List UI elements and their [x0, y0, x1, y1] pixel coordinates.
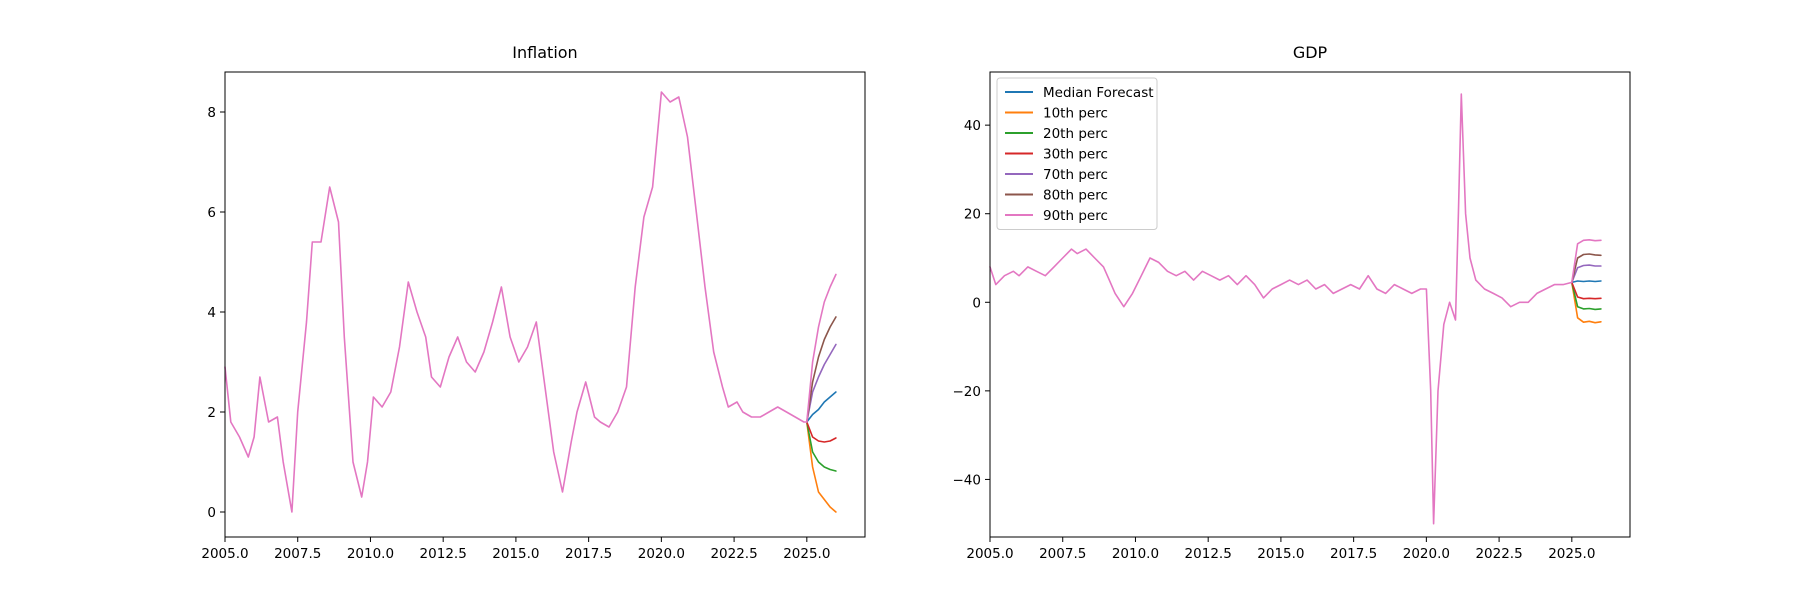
- gdp-x-tick-label: 2005.0: [966, 546, 1013, 562]
- inflation-y-tick-label: 2: [207, 405, 216, 421]
- gdp-legend-label: 70th perc: [1043, 167, 1108, 183]
- gdp-legend: Median Forecast 10th perc 20th perc 30th pe…: [996, 77, 1158, 230]
- gdp-series-90th-perc: [1571, 239, 1602, 284]
- inflation-chart-panel: Inflation 2005.0 2007.5 2010.0 2012.5 2015.0…: [201, 43, 866, 562]
- gdp-x-tick-label: 2010.0: [1112, 546, 1159, 562]
- gdp-history-line: [989, 93, 1573, 525]
- gdp-tick-layer: 2005.0 2007.5 2010.0 2012.5 2015.0 2017.5 2020…: [953, 118, 1596, 562]
- inflation-y-tick-label: 4: [207, 305, 216, 321]
- gdp-series-70th-perc: [1571, 264, 1602, 284]
- gdp-chart-panel: GDP 2005.0 2007.5 2010.0 2012.5 2015.0 2017.5…: [953, 43, 1631, 562]
- gdp-x-tick-label: 2015.0: [1257, 546, 1304, 562]
- inflation-x-tick-label: 2015.0: [492, 546, 539, 562]
- inflation-x-tick-label: 2012.5: [420, 546, 467, 562]
- inflation-series-10th-perc: [805, 421, 837, 513]
- gdp-series-20th-perc: [1571, 281, 1602, 311]
- inflation-x-tick-label: 2020.0: [638, 546, 685, 562]
- inflation-x-tick-label: 2005.0: [201, 546, 248, 562]
- inflation-x-tick-label: 2022.5: [710, 546, 757, 562]
- inflation-y-tick-label: 6: [207, 205, 216, 221]
- gdp-series-median-forecast: [1571, 280, 1602, 284]
- gdp-legend-frame: [996, 77, 1158, 230]
- inflation-series-80th-perc: [805, 316, 837, 423]
- inflation-x-tick-label: 2025.0: [783, 546, 830, 562]
- inflation-y-tick-label: 0: [207, 505, 216, 521]
- gdp-x-tick-label: 2007.5: [1039, 546, 1086, 562]
- gdp-legend-label: 80th perc: [1043, 188, 1108, 204]
- inflation-history-line: [224, 91, 808, 513]
- inflation-series-30th-perc: [805, 421, 837, 443]
- inflation-series-90th-perc: [805, 273, 837, 423]
- inflation-x-tick-label: 2010.0: [347, 546, 394, 562]
- gdp-series-layer: [989, 93, 1602, 525]
- inflation-series-70th-perc: [805, 343, 837, 423]
- inflation-plot-frame: [224, 71, 866, 538]
- gdp-x-tick-label: 2020.0: [1403, 546, 1450, 562]
- gdp-legend-label: 20th perc: [1043, 126, 1108, 142]
- gdp-y-tick-label: −40: [953, 472, 982, 488]
- gdp-legend-label: 30th perc: [1043, 147, 1108, 163]
- gdp-y-tick-label: 20: [964, 207, 981, 223]
- gdp-x-tick-label: 2017.5: [1330, 546, 1377, 562]
- inflation-series-median-forecast: [805, 391, 837, 423]
- gdp-plot-frame: [989, 71, 1631, 538]
- gdp-series-10th-perc: [1571, 281, 1602, 324]
- gdp-y-tick-label: 0: [972, 295, 981, 311]
- gdp-x-tick-label: 2022.5: [1475, 546, 1522, 562]
- gdp-series-30th-perc: [1571, 281, 1602, 300]
- inflation-series-20th-perc: [805, 421, 837, 472]
- inflation-x-tick-label: 2007.5: [274, 546, 321, 562]
- gdp-chart-title: GDP: [1293, 43, 1328, 62]
- gdp-legend-label: Median Forecast: [1043, 85, 1154, 101]
- gdp-series-80th-perc: [1571, 253, 1602, 284]
- inflation-chart-title: Inflation: [512, 43, 577, 62]
- inflation-x-tick-label: 2017.5: [565, 546, 612, 562]
- gdp-x-tick-label: 2012.5: [1185, 546, 1232, 562]
- inflation-y-tick-label: 8: [207, 105, 216, 121]
- gdp-legend-label: 10th perc: [1043, 106, 1108, 122]
- gdp-y-tick-label: 40: [964, 118, 981, 134]
- gdp-legend-label: 90th perc: [1043, 208, 1108, 224]
- inflation-series-layer: [224, 91, 837, 513]
- inflation-tick-layer: 2005.0 2007.5 2010.0 2012.5 2015.0 2017.5 2020…: [201, 105, 830, 562]
- gdp-x-tick-label: 2025.0: [1548, 546, 1595, 562]
- gdp-y-tick-label: −20: [953, 384, 982, 400]
